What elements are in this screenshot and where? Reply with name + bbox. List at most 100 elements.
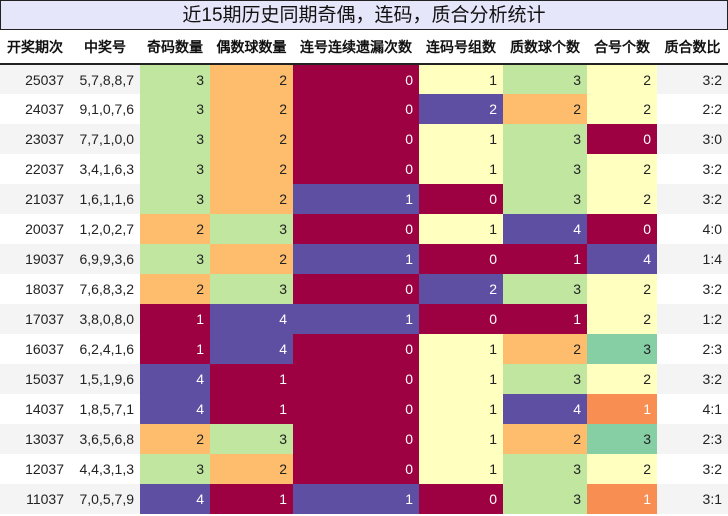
cell-period: 14037 (25, 401, 64, 417)
cell-consecutive-miss: 1 (293, 484, 419, 514)
cell-consecutive-miss: 0 (293, 364, 419, 394)
cell-prime-count: 4 (503, 214, 587, 244)
cell-numbers: 7,0,5,7,9 (70, 484, 140, 514)
cell-prime-count: 1 (503, 244, 587, 274)
table-row: 22037 3,4,1,6,3 3 2 0 1 3 2 3:2 (0, 154, 728, 184)
cell-ratio: 2:2 (702, 101, 722, 117)
cell-period: 13037 (0, 424, 70, 454)
table-row: 19037 6,9,9,3,6 3 2 1 0 1 4 1:4 (0, 244, 728, 274)
cell-numbers: 3,6,5,6,8 (70, 424, 140, 454)
header-numbers: 中奖号 (70, 30, 140, 65)
cell-consecutive-miss: 0 (293, 214, 419, 244)
cell-consecutive-groups: 1 (419, 394, 503, 424)
cell-odd-count: 2 (140, 214, 210, 244)
cell-ratio: 3:2 (702, 161, 722, 177)
cell-period: 15037 (0, 364, 70, 394)
cell-composite-count: 0 (587, 124, 657, 154)
cell-prime-count: 3 (503, 154, 587, 184)
cell-odd-count: 3 (140, 154, 210, 184)
cell-numbers: 1,5,1,9,6 (70, 364, 140, 394)
cell-odd-count: 4 (140, 364, 210, 394)
cell-consecutive-groups: 0 (419, 304, 503, 334)
cell-consecutive-groups: 1 (419, 214, 503, 244)
cell-even-count: 3 (210, 424, 293, 454)
cell-consecutive-miss: 0 (293, 454, 419, 484)
cell-composite-count: 2 (587, 154, 657, 184)
cell-odd-count: 1 (140, 304, 210, 334)
cell-period: 25037 (0, 64, 70, 94)
cell-prime-count: 3 (503, 64, 587, 94)
cell-odd-count: 2 (140, 424, 210, 454)
cell-even-count: 2 (210, 454, 293, 484)
cell-composite-count: 3 (587, 334, 657, 364)
cell-composite-count: 3 (587, 424, 657, 454)
cell-ratio: 3:2 (657, 364, 728, 394)
cell-ratio: 4:1 (702, 401, 722, 417)
cell-consecutive-groups: 1 (419, 454, 503, 484)
cell-ratio: 2:3 (702, 341, 722, 357)
header-prime-composite-ratio: 质合数比 (657, 30, 728, 65)
table-row: 25037 5,7,8,8,7 3 2 0 1 3 2 3:2 (0, 64, 728, 94)
cell-consecutive-miss: 0 (293, 64, 419, 94)
cell-consecutive-miss: 0 (293, 154, 419, 184)
cell-even-count: 3 (210, 214, 293, 244)
cell-ratio: 3:0 (657, 124, 728, 154)
header-composite-count: 合号个数 (587, 30, 657, 65)
stats-table: 开奖期次 中奖号 奇码数量 偶数球数量 连号连续遗漏次数 连码号组数 质数球个数… (0, 30, 728, 514)
cell-period: 19037 (0, 244, 70, 274)
table-row: 17037 3,8,0,8,0 1 4 1 0 1 2 1:2 (0, 304, 728, 334)
header-consecutive-miss: 连号连续遗漏次数 (293, 30, 419, 65)
cell-even-count: 4 (210, 334, 293, 364)
cell-odd-count: 4 (140, 394, 210, 424)
cell-prime-count: 2 (503, 94, 587, 124)
cell-period: 22037 (25, 161, 64, 177)
cell-ratio: 4:0 (702, 221, 722, 237)
cell-composite-count: 1 (587, 394, 657, 424)
cell-ratio: 3:2 (702, 281, 722, 297)
cell-consecutive-groups: 1 (419, 124, 503, 154)
cell-consecutive-groups: 0 (419, 184, 503, 214)
table-row: 14037 1,8,5,7,1 4 1 0 1 4 1 4:1 (0, 394, 728, 424)
cell-prime-count: 1 (503, 304, 587, 334)
cell-ratio: 3:2 (702, 461, 722, 477)
cell-consecutive-miss: 0 (293, 274, 419, 304)
cell-odd-count: 3 (140, 454, 210, 484)
page-title: 近15期历史同期奇偶，连码，质合分析统计 (0, 0, 728, 30)
cell-prime-count: 2 (503, 424, 587, 454)
table-row: 18037 7,6,8,3,2 2 3 0 2 3 2 3:2 (0, 274, 728, 304)
cell-consecutive-miss: 1 (293, 184, 419, 214)
cell-numbers: 1,2,0,2,7 (79, 221, 135, 237)
cell-even-count: 1 (210, 394, 293, 424)
cell-composite-count: 2 (587, 364, 657, 394)
cell-odd-count: 4 (140, 484, 210, 514)
cell-prime-count: 3 (503, 364, 587, 394)
cell-period: 12037 (25, 461, 64, 477)
table-row: 15037 1,5,1,9,6 4 1 0 1 3 2 3:2 (0, 364, 728, 394)
cell-composite-count: 2 (587, 274, 657, 304)
cell-even-count: 2 (210, 154, 293, 184)
cell-prime-count: 2 (503, 334, 587, 364)
table-row: 23037 7,7,1,0,0 3 2 0 1 3 0 3:0 (0, 124, 728, 154)
cell-consecutive-groups: 2 (419, 274, 503, 304)
table-row: 16037 6,2,4,1,6 1 4 0 1 2 3 2:3 (0, 334, 728, 364)
table-row: 11037 7,0,5,7,9 4 1 1 0 3 1 3:1 (0, 484, 728, 514)
cell-even-count: 2 (210, 244, 293, 274)
cell-consecutive-miss: 1 (293, 304, 419, 334)
cell-consecutive-miss: 0 (293, 124, 419, 154)
cell-prime-count: 3 (503, 274, 587, 304)
cell-numbers: 6,2,4,1,6 (79, 341, 135, 357)
cell-odd-count: 1 (140, 334, 210, 364)
cell-even-count: 2 (210, 124, 293, 154)
cell-numbers: 1,8,5,7,1 (79, 401, 135, 417)
cell-numbers: 6,9,9,3,6 (70, 244, 140, 274)
table-row: 21037 1,6,1,1,6 3 2 1 0 3 2 3:2 (0, 184, 728, 214)
cell-period: 18037 (25, 281, 64, 297)
cell-numbers: 9,1,0,7,6 (79, 101, 135, 117)
cell-even-count: 1 (210, 364, 293, 394)
cell-even-count: 3 (210, 274, 293, 304)
cell-consecutive-miss: 0 (293, 94, 419, 124)
cell-odd-count: 3 (140, 94, 210, 124)
table-row: 20037 1,2,0,2,7 2 3 0 1 4 0 4:0 (0, 214, 728, 244)
cell-numbers: 5,7,8,8,7 (70, 64, 140, 94)
cell-consecutive-miss: 0 (293, 394, 419, 424)
